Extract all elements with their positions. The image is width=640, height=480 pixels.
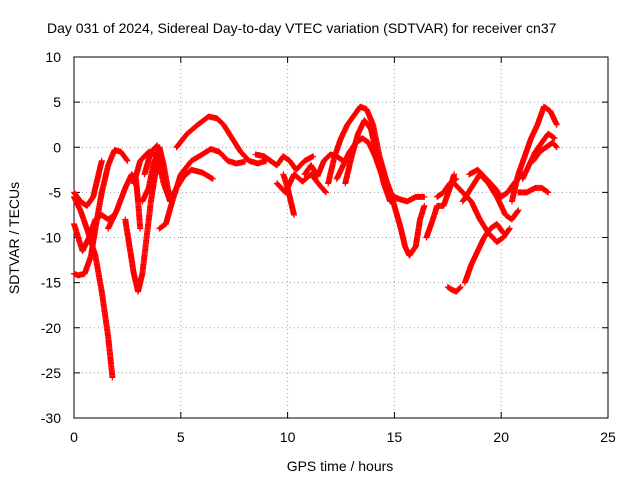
marker-track [273, 171, 329, 196]
series-track-29 [515, 184, 552, 196]
marker-track [444, 284, 464, 295]
x-tick-label: 20 [493, 429, 509, 445]
y-tick-label: -15 [41, 275, 61, 291]
series-track-24 [461, 221, 507, 286]
marker-track [461, 221, 507, 286]
y-tick-label: -20 [41, 320, 61, 336]
marker-track [173, 113, 270, 167]
y-tick-label: -25 [41, 365, 61, 381]
marker-track [252, 151, 317, 173]
x-tick-label: 5 [177, 429, 185, 445]
marker-track [387, 189, 428, 259]
marker-track [156, 146, 248, 232]
series-track-22 [444, 284, 464, 295]
series-track-12 [252, 151, 317, 173]
grid-lines [74, 57, 608, 418]
x-tick-label: 0 [70, 429, 78, 445]
chart-title: Day 031 of 2024, Sidereal Day-to-day VTE… [47, 20, 557, 36]
series-track-4 [71, 157, 105, 209]
series-track-19 [387, 189, 428, 259]
y-axis-label: SDTVAR / TECUs [6, 182, 22, 294]
series-track-27 [508, 103, 560, 205]
series-track-14 [273, 171, 329, 196]
x-tick-label: 10 [280, 429, 296, 445]
y-tick-label: -5 [49, 184, 62, 200]
y-tick-label: 10 [45, 49, 61, 65]
y-tick-label: 0 [53, 139, 61, 155]
x-tick-label: 15 [387, 429, 403, 445]
marker-track [530, 139, 560, 164]
tick-labels: 0 5 10 15 20 25 -30 -25 -20 -15 -10 -5 0 5 10 [41, 49, 616, 445]
series-track-10 [156, 146, 248, 232]
marker-track [71, 211, 118, 254]
series-track-11 [173, 113, 270, 167]
series-track-6 [122, 153, 163, 295]
marker-track [508, 103, 560, 205]
data-points [71, 103, 560, 381]
marker-track [515, 184, 552, 196]
x-tick-label: 25 [600, 429, 616, 445]
axis-ticks [73, 56, 609, 419]
series-track-21 [434, 175, 460, 200]
marker-track [434, 175, 460, 200]
y-tick-label: -10 [41, 230, 61, 246]
y-tick-label: -30 [41, 410, 61, 426]
marker-track [71, 157, 105, 209]
x-axis-label: GPS time / hours [287, 458, 394, 474]
series-track-3 [71, 211, 118, 254]
marker-track [122, 153, 163, 295]
series-track-30 [530, 139, 560, 164]
y-tick-label: 5 [53, 94, 61, 110]
